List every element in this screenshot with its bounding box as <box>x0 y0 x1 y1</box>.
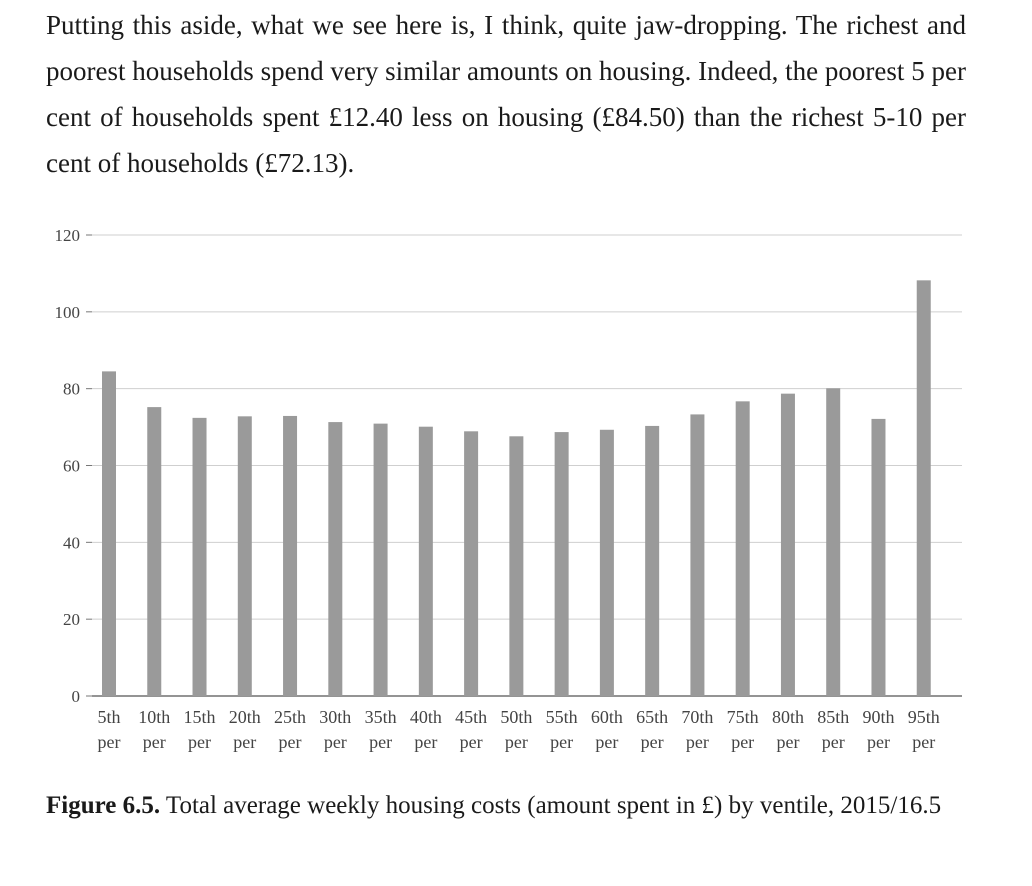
x-tick-label-75th: 75th <box>727 707 759 727</box>
bar-5th <box>102 371 116 696</box>
x-axis-ticks: 5th per 10th per 15th per 20th per 25th per 30th pe… <box>97 707 939 752</box>
bar-40th <box>418 426 433 696</box>
x-tick-label-85th-line2: per <box>822 732 845 752</box>
x-tick-label-80th-line2: per <box>776 732 799 752</box>
y-tick-label-60: 60 <box>63 457 80 476</box>
x-tick-label-55th-line2: per <box>550 732 573 752</box>
chart-gridlines <box>92 234 962 697</box>
figure-caption-text: Total average weekly housing costs (amou… <box>160 792 942 819</box>
x-tick-label-60th-line2: per <box>595 732 618 752</box>
x-tick-label-5th-line2: per <box>98 732 121 752</box>
bar-75th <box>735 401 750 696</box>
figure-label: Figure 6.5. <box>46 792 161 819</box>
figure-caption: Figure 6.5. Total average weekly housing… <box>46 786 966 826</box>
y-tick-label-40: 40 <box>63 533 80 552</box>
x-tick-label-5th: 5th <box>97 707 120 727</box>
y-tick-label-120: 120 <box>55 226 81 245</box>
x-tick-label-95th: 95th <box>908 707 940 727</box>
x-tick-label-20th: 20th <box>229 707 261 727</box>
bar-15th <box>192 417 207 696</box>
x-tick-label-45th-line2: per <box>460 732 483 752</box>
x-tick-label-85th: 85th <box>817 707 849 727</box>
x-tick-label-65th: 65th <box>636 707 668 727</box>
bar-35th <box>373 423 388 696</box>
bar-30th <box>328 422 343 696</box>
bar-95th <box>916 280 931 696</box>
bar-85th <box>826 388 841 696</box>
bar-65th <box>645 425 660 696</box>
y-axis-ticks: 0 20 40 60 80 100 120 <box>55 226 92 706</box>
x-tick-label-15th: 15th <box>184 707 216 727</box>
bar-90th <box>871 418 886 696</box>
bar-60th <box>599 429 614 696</box>
x-tick-label-10th: 10th <box>138 707 170 727</box>
housing-costs-bar-chart: 0 20 40 60 80 100 120 5th per 10th per 15th per 20th… <box>55 226 962 752</box>
x-tick-label-95th-line2: per <box>912 732 935 752</box>
y-tick-label-0: 0 <box>72 687 81 706</box>
x-tick-label-60th: 60th <box>591 707 623 727</box>
x-tick-label-25th: 25th <box>274 707 306 727</box>
y-tick-label-20: 20 <box>63 610 80 629</box>
bar-25th <box>283 415 298 696</box>
bar-70th <box>690 414 705 696</box>
x-tick-label-80th: 80th <box>772 707 804 727</box>
bar-55th <box>554 432 569 696</box>
bar-45th <box>464 431 479 696</box>
x-tick-label-10th-line2: per <box>143 732 166 752</box>
x-tick-label-25th-line2: per <box>279 732 302 752</box>
x-tick-label-15th-line2: per <box>188 732 211 752</box>
x-tick-label-90th: 90th <box>862 707 894 727</box>
x-tick-label-55th: 55th <box>546 707 578 727</box>
x-tick-label-70th: 70th <box>681 707 713 727</box>
x-tick-label-50th-line2: per <box>505 732 528 752</box>
x-tick-label-30th: 30th <box>319 707 351 727</box>
x-tick-label-35th: 35th <box>365 707 397 727</box>
bar-10th <box>147 407 162 696</box>
x-tick-label-40th: 40th <box>410 707 442 727</box>
chart-bars <box>102 280 931 696</box>
y-tick-label-100: 100 <box>55 303 81 322</box>
x-tick-label-35th-line2: per <box>369 732 392 752</box>
x-tick-label-30th-line2: per <box>324 732 347 752</box>
x-tick-label-20th-line2: per <box>233 732 256 752</box>
x-tick-label-75th-line2: per <box>731 732 754 752</box>
x-tick-label-65th-line2: per <box>641 732 664 752</box>
bar-20th <box>237 416 252 696</box>
x-tick-label-40th-line2: per <box>414 732 437 752</box>
bar-80th <box>780 393 795 696</box>
x-tick-label-45th: 45th <box>455 707 487 727</box>
bar-50th <box>509 436 524 696</box>
x-tick-label-90th-line2: per <box>867 732 890 752</box>
x-tick-label-50th: 50th <box>500 707 532 727</box>
body-paragraph: Putting this aside, what we see here is,… <box>46 10 966 178</box>
y-tick-label-80: 80 <box>63 380 80 399</box>
x-tick-label-70th-line2: per <box>686 732 709 752</box>
